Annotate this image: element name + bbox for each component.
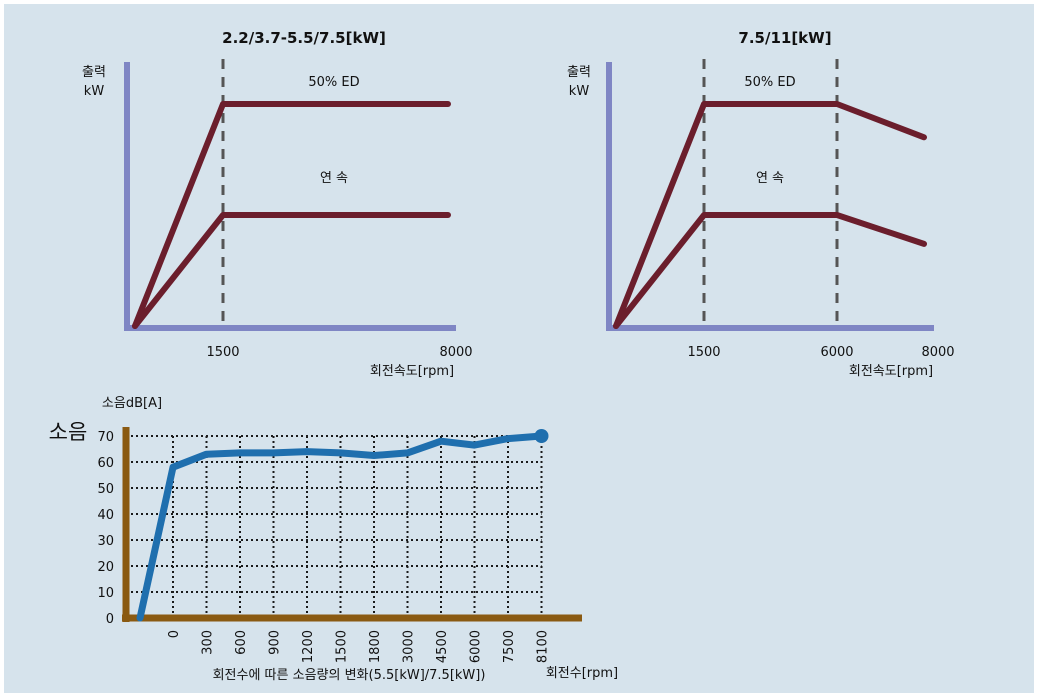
chart2-xlabel: 회전속도[rpm] [849, 364, 933, 379]
noise-y-tick-label: 0 [106, 612, 114, 627]
chart2-title: 7.5/11[kW] [738, 29, 831, 47]
noise-side-label: 소음 [49, 420, 88, 444]
noise-y-ticks: 0 10 20 30 40 50 60 70 [97, 430, 114, 627]
chart2-line-continuous [613, 212, 927, 329]
chart1-label-continuous: 연 속 [320, 171, 348, 186]
chart1-ylabel: 출력 [82, 65, 106, 80]
charts-svg: 2.2/3.7-5.5/7.5[kW] 출력 kW 50% ED 연 속 150… [49, 29, 955, 683]
noise-y-tick-label: 50 [97, 482, 114, 497]
chart2-tick-6000: 6000 [820, 345, 853, 360]
chart1-label-50ed: 50% ED [308, 75, 359, 90]
chart1-line-continuous [132, 212, 451, 329]
chart1-title: 2.2/3.7-5.5/7.5[kW] [222, 29, 386, 47]
noise-y-tick-label: 70 [97, 430, 114, 445]
noise-x-tick-label: 1800 [368, 630, 383, 663]
noise-x-tick-label: 300 [201, 630, 216, 655]
noise-y-tick-label: 30 [97, 534, 114, 549]
noise-x-tick-label: 8100 [536, 630, 551, 663]
noise-x-tick-label: 6000 [469, 630, 484, 663]
noise-y-tick-label: 20 [97, 560, 114, 575]
noise-line [136, 432, 545, 622]
noise-x-tick-label: 600 [234, 630, 249, 655]
noise-x-tick-label: 900 [268, 630, 283, 655]
chart2-tick-8000: 8000 [921, 345, 954, 360]
chart2-label-continuous: 연 속 [756, 171, 784, 186]
noise-x-tick-label: 7500 [502, 630, 517, 663]
noise-x-tick-label: 1500 [335, 630, 350, 663]
noise-x-tick-label: 1200 [301, 630, 316, 663]
noise-chart: 소음dB[A] 소음 0 10 20 30 40 50 60 70 0 300 600 900 120… [49, 396, 618, 683]
noise-grid [126, 435, 543, 618]
noise-end-marker [534, 429, 549, 443]
noise-xlabel: 회전수[rpm] [546, 666, 618, 681]
chart2-label-50ed: 50% ED [744, 75, 795, 90]
chart1-line-50ed [132, 101, 451, 329]
noise-y-tick-label: 40 [97, 508, 114, 523]
noise-caption: 회전수에 따른 소음량의 변화(5.5[kW]/7.5[kW]) [213, 668, 486, 683]
chart2-yunit: kW [569, 84, 590, 99]
chart1-tick-8000: 8000 [439, 345, 472, 360]
power-chart-2: 7.5/11[kW] 출력 kW 50% ED 연 속 1500 6000 80… [567, 29, 955, 379]
chart1-yunit: kW [84, 84, 105, 99]
noise-x-ticks: 0 300 600 900 1200 1500 1800 3000 4500 6000 7500 81… [167, 630, 551, 663]
noise-y-tick-label: 10 [97, 586, 114, 601]
chart2-ylabel: 출력 [567, 65, 591, 80]
noise-x-tick-label: 3000 [402, 630, 417, 663]
chart-panel: 2.2/3.7-5.5/7.5[kW] 출력 kW 50% ED 연 속 150… [4, 4, 1034, 693]
chart2-tick-1500: 1500 [687, 345, 720, 360]
noise-x-tick-label: 0 [167, 630, 182, 638]
noise-ylabel: 소음dB[A] [102, 396, 162, 411]
noise-y-tick-label: 60 [97, 456, 114, 471]
chart1-tick-1500: 1500 [206, 345, 239, 360]
power-chart-1: 2.2/3.7-5.5/7.5[kW] 출력 kW 50% ED 연 속 150… [82, 29, 473, 379]
chart2-line-50ed [613, 101, 927, 329]
chart1-xlabel: 회전속도[rpm] [370, 364, 454, 379]
noise-x-tick-label: 4500 [435, 630, 450, 663]
